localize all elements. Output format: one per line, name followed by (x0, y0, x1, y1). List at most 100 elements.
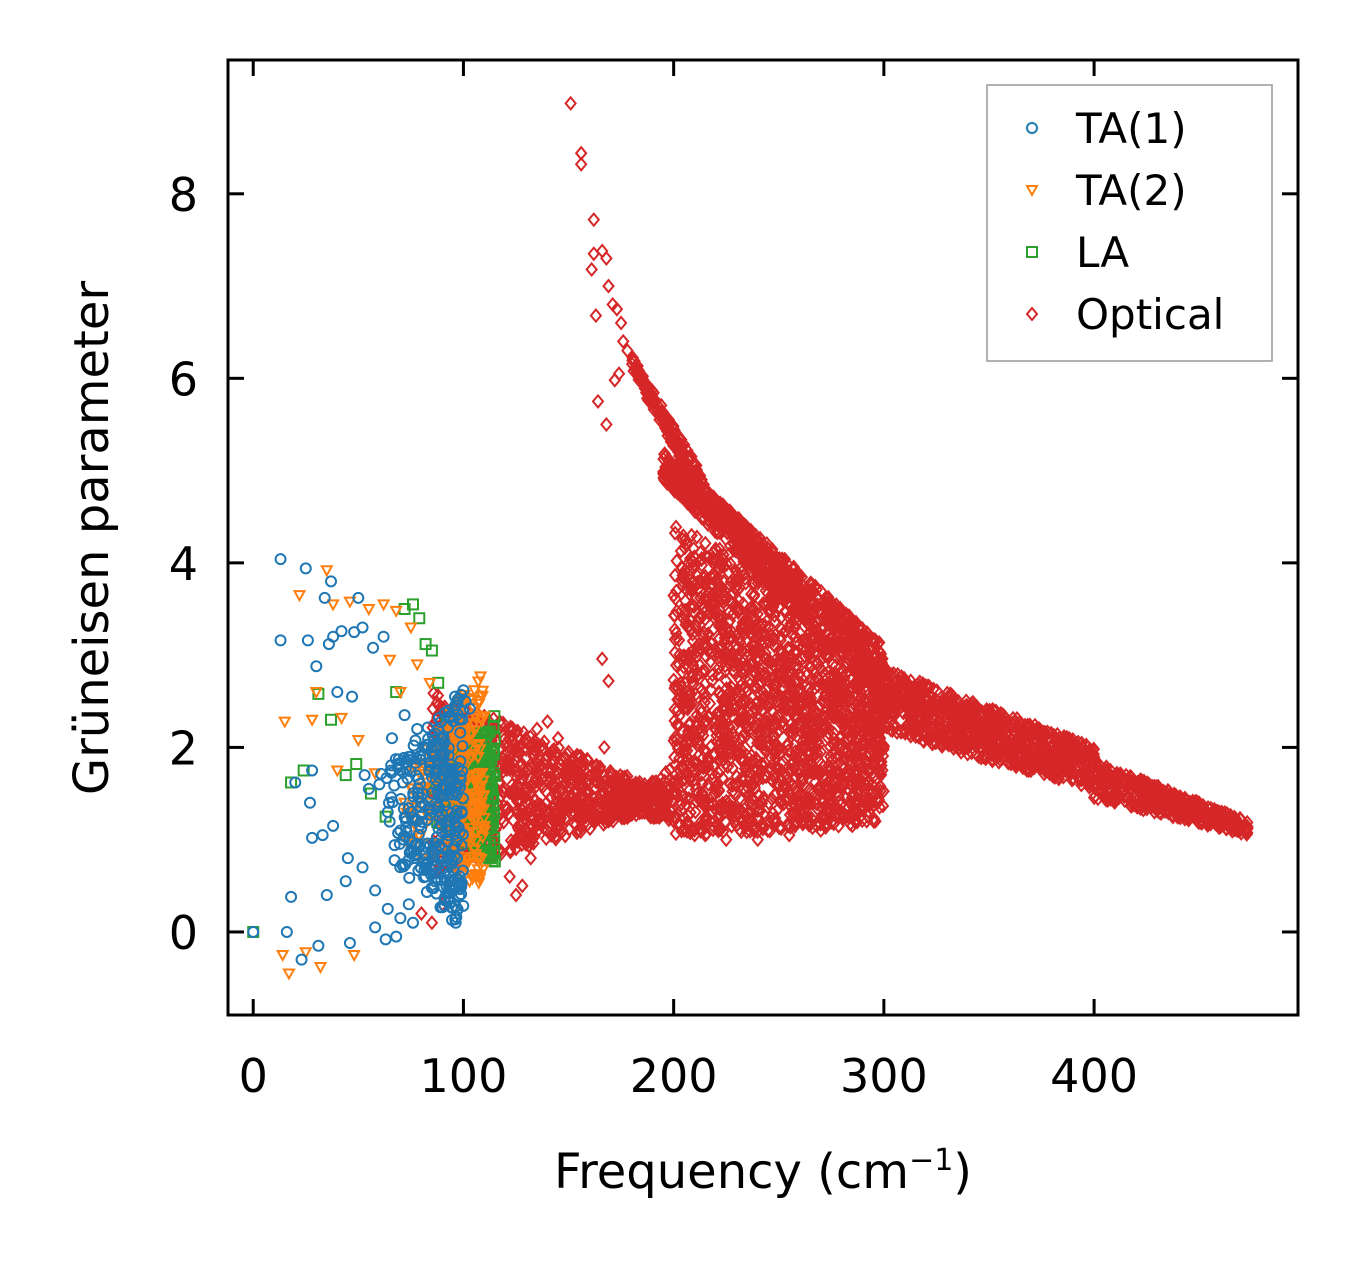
data-point-optical (506, 812, 520, 828)
data-point-optical (633, 774, 646, 790)
data-point-optical (710, 727, 723, 744)
data-point-optical (946, 717, 959, 733)
data-point-optical (918, 724, 932, 740)
data-point-optical (848, 766, 862, 783)
data-point-optical (710, 817, 724, 834)
data-point-optical (805, 650, 819, 666)
data-point-optical (811, 678, 825, 694)
data-point-optical (739, 710, 752, 726)
data-point-optical (980, 701, 993, 718)
data-point-optical (789, 628, 802, 645)
data-point-optical (643, 789, 657, 805)
data-point-optical (951, 730, 965, 746)
data-point-optical (729, 525, 742, 541)
data-point-optical (827, 705, 841, 722)
data-point-optical (672, 717, 686, 733)
data-point-optical (755, 794, 768, 810)
data-point-optical (1051, 769, 1065, 786)
data-point-optical (684, 804, 697, 821)
data-point-optical (695, 682, 709, 698)
data-point-optical (573, 779, 587, 795)
data-point-optical (784, 819, 797, 835)
data-point-optical (839, 715, 853, 731)
data-point-optical (772, 652, 786, 668)
data-point-optical (526, 829, 540, 845)
data-point-optical (698, 743, 711, 760)
data-point-optical (659, 774, 672, 790)
data-point-optical (873, 670, 887, 686)
data-point-optical (695, 704, 708, 720)
data-point-optical (735, 694, 749, 711)
data-point-optical (675, 664, 689, 680)
data-point-optical (614, 786, 628, 802)
data-point-optical (814, 583, 828, 599)
data-point-optical (667, 785, 681, 801)
data-point-optical (771, 740, 785, 757)
data-point-optical (843, 795, 857, 811)
data-point-optical (764, 691, 778, 707)
data-point-optical (558, 800, 571, 816)
data-point-optical (812, 698, 826, 714)
data-point-optical (892, 696, 906, 713)
data-point-optical (883, 691, 897, 707)
data-point-optical (521, 818, 535, 835)
data-point-optical (851, 693, 865, 709)
data-point-optical (557, 785, 571, 801)
data-point-optical (692, 710, 706, 726)
data-point-optical (935, 720, 949, 737)
plot-points (247, 95, 1254, 981)
data-point-optical (872, 764, 886, 780)
data-point-optical (525, 759, 539, 775)
data-point-optical (822, 720, 836, 737)
data-point-optical (736, 705, 749, 721)
data-point-optical (890, 724, 904, 740)
data-point-optical (798, 649, 812, 665)
data-point-optical (644, 386, 658, 402)
data-point-optical (758, 768, 772, 784)
data-point-optical (767, 632, 780, 649)
data-point-optical (929, 696, 942, 712)
data-point-optical (882, 702, 896, 719)
data-point-optical (689, 567, 703, 583)
data-point-optical (686, 758, 699, 774)
data-point-optical (609, 805, 623, 821)
data-point-optical (847, 676, 861, 692)
data-point-optical (817, 709, 831, 725)
data-point-optical (737, 780, 751, 796)
data-point-optical (520, 780, 534, 796)
data-point-optical (743, 615, 757, 631)
data-point-optical (563, 765, 577, 781)
data-point-optical (690, 715, 704, 731)
data-point-optical (716, 751, 730, 768)
data-point-optical (704, 682, 718, 698)
data-point-optical (687, 541, 701, 557)
data-point-optical (738, 797, 751, 813)
data-point-optical (534, 767, 547, 783)
data-point-optical (728, 814, 741, 830)
data-point-optical (694, 583, 708, 600)
data-point-optical (810, 721, 823, 737)
data-point-optical (825, 752, 839, 768)
data-point-optical (812, 590, 825, 607)
data-point-optical (531, 813, 545, 829)
data-point-optical (815, 693, 829, 709)
data-point-optical (810, 796, 824, 812)
data-point-optical (837, 630, 850, 646)
data-point-optical (747, 776, 760, 792)
data-point-optical (826, 736, 840, 752)
data-point-optical (589, 758, 603, 774)
data-point-optical (539, 783, 553, 799)
data-point-optical (688, 549, 701, 565)
data-point-optical (868, 690, 882, 706)
data-point-optical (807, 601, 820, 617)
data-point-optical (830, 785, 844, 801)
data-point-optical (768, 608, 781, 624)
data-point-optical (689, 457, 703, 473)
data-point-optical (834, 737, 848, 753)
data-point-optical (712, 593, 726, 609)
data-point-optical (497, 814, 510, 830)
data-point-optical (747, 753, 761, 769)
data-point-optical (719, 814, 733, 830)
data-point-optical (535, 737, 549, 753)
data-point-optical (713, 541, 727, 557)
